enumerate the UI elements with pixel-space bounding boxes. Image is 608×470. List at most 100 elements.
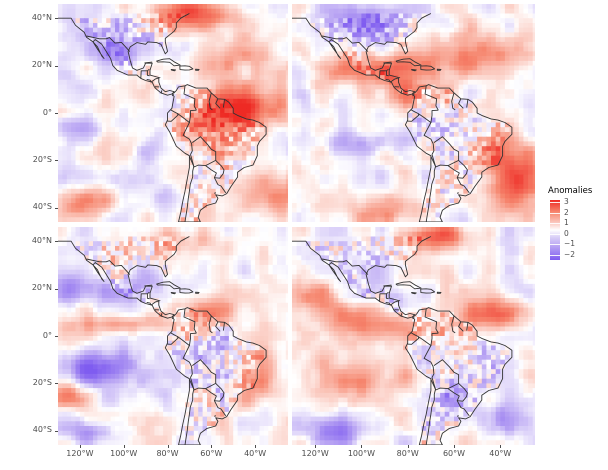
anomaly-cell bbox=[412, 179, 418, 185]
anomaly-cell bbox=[246, 155, 252, 161]
anomaly-cell bbox=[171, 188, 177, 195]
anomaly-cell bbox=[128, 113, 134, 119]
anomaly-cell bbox=[315, 146, 321, 152]
anomaly-cell bbox=[504, 23, 511, 29]
anomaly-cell bbox=[421, 84, 427, 90]
anomaly-cell bbox=[356, 141, 362, 147]
anomaly-cell bbox=[202, 207, 208, 214]
anomaly-cell bbox=[123, 46, 129, 52]
anomaly-cell bbox=[255, 169, 261, 176]
anomaly-cell bbox=[532, 212, 535, 218]
anomaly-cell bbox=[403, 27, 409, 33]
anomaly-cell bbox=[246, 136, 252, 142]
anomaly-cell bbox=[454, 113, 460, 119]
anomaly-cell bbox=[310, 46, 316, 52]
anomaly-cell bbox=[145, 75, 151, 81]
anomaly-cell bbox=[136, 188, 142, 195]
anomaly-cell bbox=[477, 122, 483, 128]
anomaly-cell bbox=[458, 146, 464, 152]
anomaly-cell bbox=[504, 4, 511, 10]
anomaly-cell bbox=[285, 212, 288, 218]
anomaly-cell bbox=[132, 94, 138, 100]
anomaly-cell bbox=[491, 179, 497, 185]
anomaly-cell bbox=[472, 51, 478, 57]
anomaly-cell bbox=[315, 79, 321, 86]
anomaly-cell bbox=[440, 23, 446, 29]
anomaly-cell bbox=[430, 60, 437, 67]
anomaly-cell bbox=[285, 207, 288, 214]
anomaly-cell bbox=[393, 8, 399, 14]
anomaly-cell bbox=[272, 41, 278, 48]
anomaly-cell bbox=[366, 75, 372, 81]
anomaly-cell bbox=[454, 75, 460, 81]
anomaly-cell bbox=[281, 198, 287, 204]
anomaly-cell bbox=[518, 60, 524, 67]
anomaly-cell bbox=[58, 179, 63, 185]
anomaly-cell bbox=[435, 75, 441, 81]
anomaly-cell bbox=[136, 179, 142, 185]
anomaly-cell bbox=[250, 32, 256, 38]
anomaly-cell bbox=[128, 188, 134, 195]
anomaly-cell bbox=[150, 212, 155, 218]
anomaly-cell bbox=[176, 155, 182, 161]
anomaly-cell bbox=[150, 207, 155, 214]
anomaly-cell bbox=[71, 65, 77, 71]
anomaly-cell bbox=[444, 193, 450, 199]
anomaly-cell bbox=[154, 127, 160, 133]
anomaly-cell bbox=[136, 169, 142, 176]
anomaly-cell bbox=[110, 127, 116, 133]
anomaly-cell bbox=[84, 89, 90, 95]
anomaly-cell bbox=[220, 37, 226, 43]
anomaly-cell bbox=[523, 56, 529, 62]
anomaly-cell bbox=[481, 155, 487, 161]
anomaly-cell bbox=[141, 98, 147, 105]
anomaly-cell bbox=[259, 165, 265, 171]
anomaly-cell bbox=[338, 150, 344, 157]
anomaly-cell bbox=[150, 46, 155, 52]
anomaly-cell bbox=[154, 207, 160, 214]
anomaly-cell bbox=[263, 89, 269, 95]
anomaly-cell bbox=[246, 174, 252, 180]
country-border bbox=[86, 35, 131, 52]
anomaly-cell bbox=[237, 203, 243, 209]
anomaly-cell bbox=[342, 150, 349, 157]
anomaly-cell bbox=[189, 169, 195, 176]
anomaly-cell bbox=[171, 132, 177, 138]
anomaly-cell bbox=[370, 37, 376, 43]
anomaly-cell bbox=[215, 18, 221, 24]
anomaly-cell bbox=[224, 184, 230, 190]
anomaly-cell bbox=[237, 56, 243, 62]
anomaly-cell bbox=[150, 8, 155, 14]
anomaly-cell bbox=[119, 37, 125, 43]
anomaly-cell bbox=[375, 70, 381, 76]
anomaly-cell bbox=[356, 56, 362, 62]
anomaly-cell bbox=[242, 65, 247, 71]
anomaly-cell bbox=[347, 27, 353, 33]
anomaly-cell bbox=[58, 160, 63, 166]
coastline-jamaica bbox=[170, 68, 177, 72]
anomaly-cell bbox=[407, 179, 413, 185]
anomaly-cell bbox=[163, 98, 169, 105]
anomaly-cell bbox=[93, 117, 98, 123]
anomaly-cell bbox=[277, 94, 282, 100]
anomaly-cell bbox=[379, 94, 386, 100]
anomaly-cell bbox=[136, 184, 142, 190]
anomaly-cell bbox=[338, 4, 344, 10]
anomaly-cell bbox=[518, 56, 524, 62]
anomaly-cell bbox=[242, 203, 247, 209]
anomaly-cell bbox=[412, 56, 418, 62]
anomaly-cell bbox=[62, 94, 68, 100]
anomaly-cell bbox=[62, 217, 68, 222]
anomaly-cell bbox=[246, 188, 252, 195]
anomaly-cell bbox=[58, 227, 63, 233]
anomaly-cell bbox=[158, 103, 164, 109]
anomaly-cell bbox=[246, 56, 252, 62]
anomaly-cell bbox=[66, 122, 72, 128]
anomaly-cell bbox=[333, 155, 339, 161]
anomaly-cell bbox=[504, 70, 511, 76]
anomaly-cell bbox=[467, 155, 474, 161]
anomaly-cell bbox=[389, 169, 395, 176]
anomaly-cell bbox=[435, 113, 441, 119]
anomaly-cell bbox=[211, 70, 217, 76]
anomaly-cell bbox=[504, 46, 511, 52]
